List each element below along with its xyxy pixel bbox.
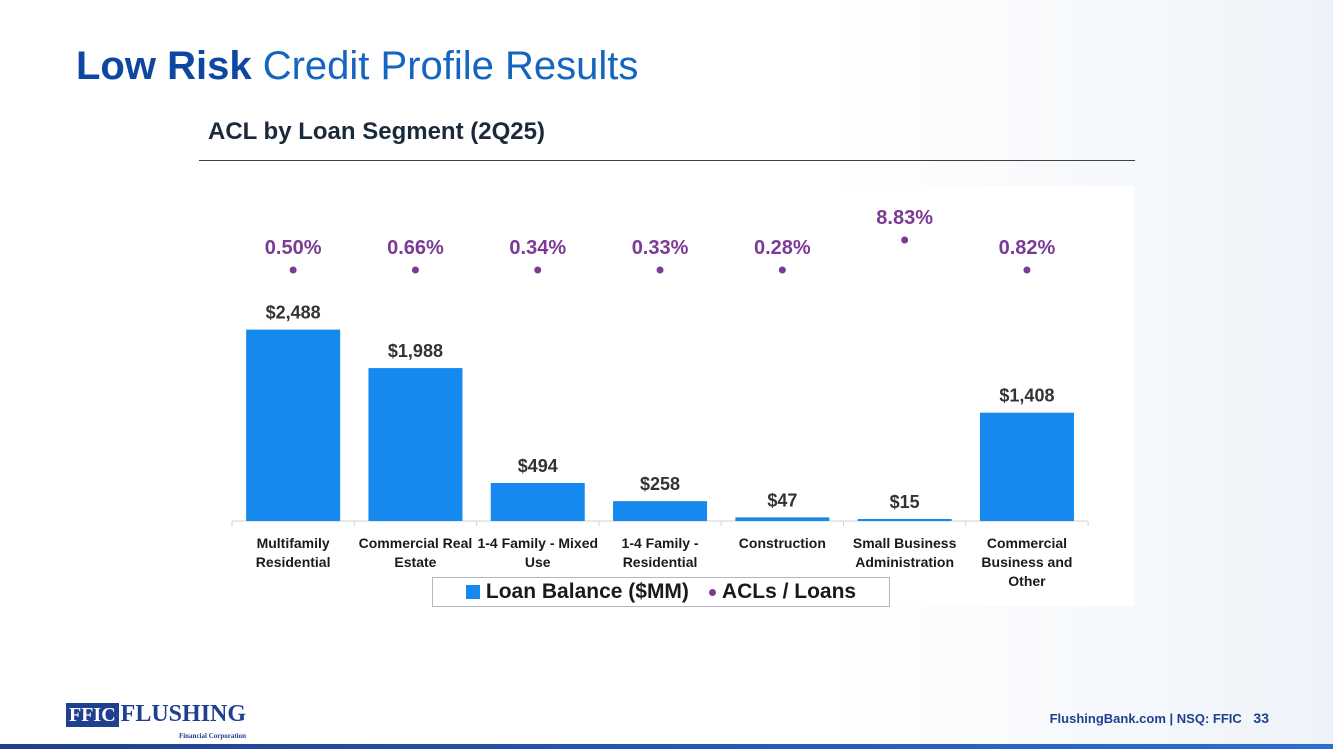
category-label-4-0: Construction (739, 535, 826, 551)
acl-label-1: 0.66% (387, 237, 444, 259)
logo-subtitle: Financial Corporation (178, 732, 247, 740)
bar-4 (735, 517, 830, 521)
legend-item-bar: Loan Balance ($MM) (465, 580, 689, 604)
acl-label-4: 0.28% (754, 237, 811, 259)
legend-label-bar: Loan Balance ($MM) (485, 580, 689, 603)
acl-dot-4 (778, 266, 786, 274)
logo-box: FFIC (66, 703, 119, 727)
category-label-1-0: Commercial Real (359, 535, 473, 551)
page-title: Low Risk Credit Profile Results (76, 44, 638, 89)
category-label-2-1: Use (525, 554, 551, 570)
page-number: 33 (1253, 710, 1269, 726)
category-label-6-1: Business and (981, 554, 1072, 570)
footer-ticker: NSQ: FFIC (1176, 711, 1242, 726)
bar-3 (613, 501, 708, 521)
acl-dot-2 (534, 266, 542, 274)
bar-chart: $2,488 0.50% Multifamily Residential $1,988 0… (231, 207, 1089, 589)
bar-0 (246, 329, 341, 521)
bar-2 (490, 483, 585, 521)
legend-label-dot: ACLs / Loans (721, 580, 857, 603)
footer-site: FlushingBank.com (1049, 711, 1166, 726)
logo-text: FLUSHING Financial Corporation (120, 701, 247, 740)
category-label-3-0: 1-4 Family - (622, 535, 699, 551)
legend-swatch-bar (465, 585, 480, 599)
chart-panel: $2,488 0.50% Multifamily Residential $1,988 0… (200, 186, 1134, 606)
bar-6 (979, 412, 1074, 521)
acl-label-2: 0.34% (509, 237, 566, 259)
acl-dot-3 (656, 266, 664, 274)
category-label-5-0: Small Business (853, 535, 957, 551)
title-rest: Credit Profile Results (262, 44, 639, 88)
divider (199, 160, 1135, 161)
bar-1 (368, 368, 463, 521)
chart-legend: Loan Balance ($MM) ACLs / Loans (432, 577, 890, 607)
footer-separator: | (1169, 711, 1174, 726)
chart-subtitle: ACL by Loan Segment (2Q25) (208, 118, 545, 145)
bar-label-6: $1,408 (999, 386, 1054, 406)
category-label-3-1: Residential (623, 554, 698, 570)
acl-label-6: 0.82% (999, 237, 1056, 259)
acl-dot-1 (411, 266, 419, 274)
legend-swatch-dot (708, 588, 716, 596)
logo-wordmark: FLUSHING (120, 701, 247, 727)
bar-label-1: $1,988 (388, 341, 443, 361)
acl-label-0: 0.50% (265, 237, 322, 259)
bottom-bar (0, 744, 1333, 749)
acl-dot-0 (289, 266, 297, 274)
category-label-0-0: Multifamily (257, 535, 330, 551)
bar-label-4: $47 (767, 490, 797, 510)
category-label-0-1: Residential (256, 554, 331, 570)
category-label-5-1: Administration (855, 554, 954, 570)
category-label-6-2: Other (1008, 573, 1046, 589)
bar-label-2: $494 (518, 456, 558, 476)
legend-item-dot: ACLs / Loans (708, 580, 857, 604)
title-bold: Low Risk (76, 44, 252, 88)
acl-dot-5 (901, 236, 909, 244)
bar-label-0: $2,488 (266, 303, 321, 323)
bar-label-3: $258 (640, 474, 680, 494)
acl-label-3: 0.33% (632, 237, 689, 259)
bar-label-5: $15 (890, 492, 920, 512)
company-logo: FFIC FLUSHING Financial Corporation (66, 701, 247, 740)
category-label-1-1: Estate (394, 554, 436, 570)
acl-label-5: 8.83% (876, 207, 933, 229)
category-label-6-0: Commercial (987, 535, 1067, 551)
bar-5 (857, 519, 952, 521)
category-label-2-0: 1-4 Family - Mixed (477, 535, 598, 551)
footer-info: FlushingBank.com | NSQ: FFIC 33 (1050, 710, 1269, 726)
acl-dot-6 (1023, 266, 1031, 274)
